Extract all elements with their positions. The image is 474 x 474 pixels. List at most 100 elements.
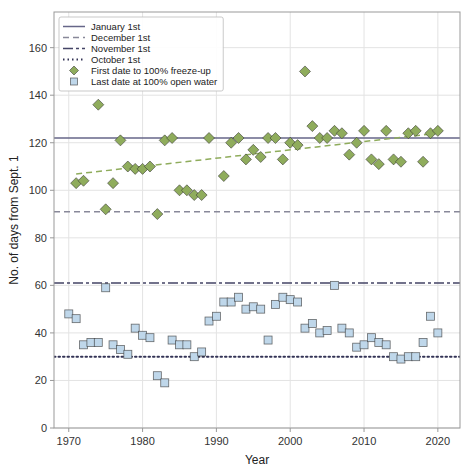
x-grid-line: [290, 12, 291, 428]
x-tick-label: 1970: [57, 435, 81, 447]
x-tick-label: 1980: [130, 435, 154, 447]
legend-label: November 1st: [91, 43, 150, 54]
legend-label: December 1st: [91, 32, 150, 43]
y-tick: [50, 285, 54, 286]
square-point: [271, 300, 279, 308]
y-tick: [50, 332, 54, 333]
square-point: [316, 329, 324, 337]
square-point: [434, 329, 442, 337]
y-axis-label: No. of days from Sept. 1: [7, 155, 21, 285]
legend-line: [63, 48, 85, 50]
y-tick-label: 0: [41, 422, 47, 434]
axes: 1970198019902000201020200204060801001201…: [29, 42, 450, 447]
plot-data: [54, 66, 460, 387]
square-point: [412, 353, 420, 361]
y-tick-label: 60: [35, 279, 47, 291]
square-point: [80, 341, 88, 349]
legend-label: January 1st: [91, 21, 140, 32]
reference-line: [54, 282, 460, 284]
legend-label: Last date at 100% open water: [91, 76, 217, 87]
square-point: [390, 353, 398, 361]
legend-marker: [71, 78, 78, 85]
square-point: [382, 341, 390, 349]
diamond-point: [204, 132, 215, 143]
diamond-point: [233, 132, 244, 143]
square-point: [404, 353, 412, 361]
diamond-point: [307, 121, 318, 132]
diamond-point: [93, 99, 104, 110]
y-grid-line: [54, 285, 460, 286]
diamond-point: [270, 132, 281, 143]
legend-line: [63, 37, 85, 39]
square-point: [419, 338, 427, 346]
legend-background: [59, 17, 223, 91]
diamond-point: [115, 135, 126, 146]
square-point: [146, 334, 154, 342]
legend-item: First date to 100% freeze-up: [70, 65, 211, 76]
y-grid-line: [54, 142, 460, 143]
square-point: [360, 341, 368, 349]
y-grid-line: [54, 190, 460, 191]
square-point: [212, 312, 220, 320]
diamond-point: [292, 140, 303, 151]
x-tick-label: 2020: [426, 435, 450, 447]
diamond-point: [336, 128, 347, 139]
legend-item: Last date at 100% open water: [71, 76, 218, 87]
diamond-point: [277, 154, 288, 165]
y-tick-label: 100: [29, 184, 47, 196]
square-point: [375, 338, 383, 346]
diamond-point: [255, 152, 266, 163]
diamond-point: [152, 209, 163, 220]
legend-item: November 1st: [63, 43, 150, 54]
square-point: [139, 331, 147, 339]
x-tick-label: 2000: [278, 435, 302, 447]
y-tick: [50, 142, 54, 143]
plot-frame: [54, 12, 460, 428]
y-tick: [50, 47, 54, 48]
square-point: [175, 341, 183, 349]
diamond-point: [108, 178, 119, 189]
square-point: [116, 346, 124, 354]
square-point: [198, 348, 206, 356]
legend-item: December 1st: [63, 32, 150, 43]
y-tick: [50, 380, 54, 381]
diamond-point: [322, 132, 333, 143]
x-tick-label: 1990: [204, 435, 228, 447]
square-point: [168, 336, 176, 344]
square-point: [205, 317, 213, 325]
diamond-point: [410, 125, 421, 136]
diamond-point: [395, 156, 406, 167]
y-tick-label: 40: [35, 327, 47, 339]
plot-background: [54, 12, 460, 428]
square-point: [94, 338, 102, 346]
legend-item: January 1st: [63, 21, 140, 32]
y-tick-label: 80: [35, 232, 47, 244]
legend-label: October 1st: [91, 54, 140, 65]
x-tick: [142, 428, 143, 432]
square-point: [72, 315, 80, 323]
square-point: [367, 334, 375, 342]
square-point: [279, 293, 287, 301]
diamond-point: [344, 149, 355, 160]
y-tick-label: 120: [29, 137, 47, 149]
square-point: [235, 293, 243, 301]
y-tick-label: 160: [29, 42, 47, 54]
square-point: [286, 296, 294, 304]
y-grid-line: [54, 237, 460, 238]
square-point: [308, 319, 316, 327]
grid: [54, 12, 460, 428]
y-grid-line: [54, 95, 460, 96]
diamond-point: [100, 204, 111, 215]
square-point: [264, 336, 272, 344]
square-point: [190, 353, 198, 361]
y-tick: [50, 428, 54, 429]
diamond-point: [196, 190, 207, 201]
legend-label: First date to 100% freeze-up: [91, 65, 211, 76]
diamond-point: [78, 175, 89, 186]
y-tick: [50, 190, 54, 191]
x-grid-line: [364, 12, 365, 428]
square-point: [131, 324, 139, 332]
x-tick: [437, 428, 438, 432]
diamond-point: [359, 125, 370, 136]
x-tick: [290, 428, 291, 432]
